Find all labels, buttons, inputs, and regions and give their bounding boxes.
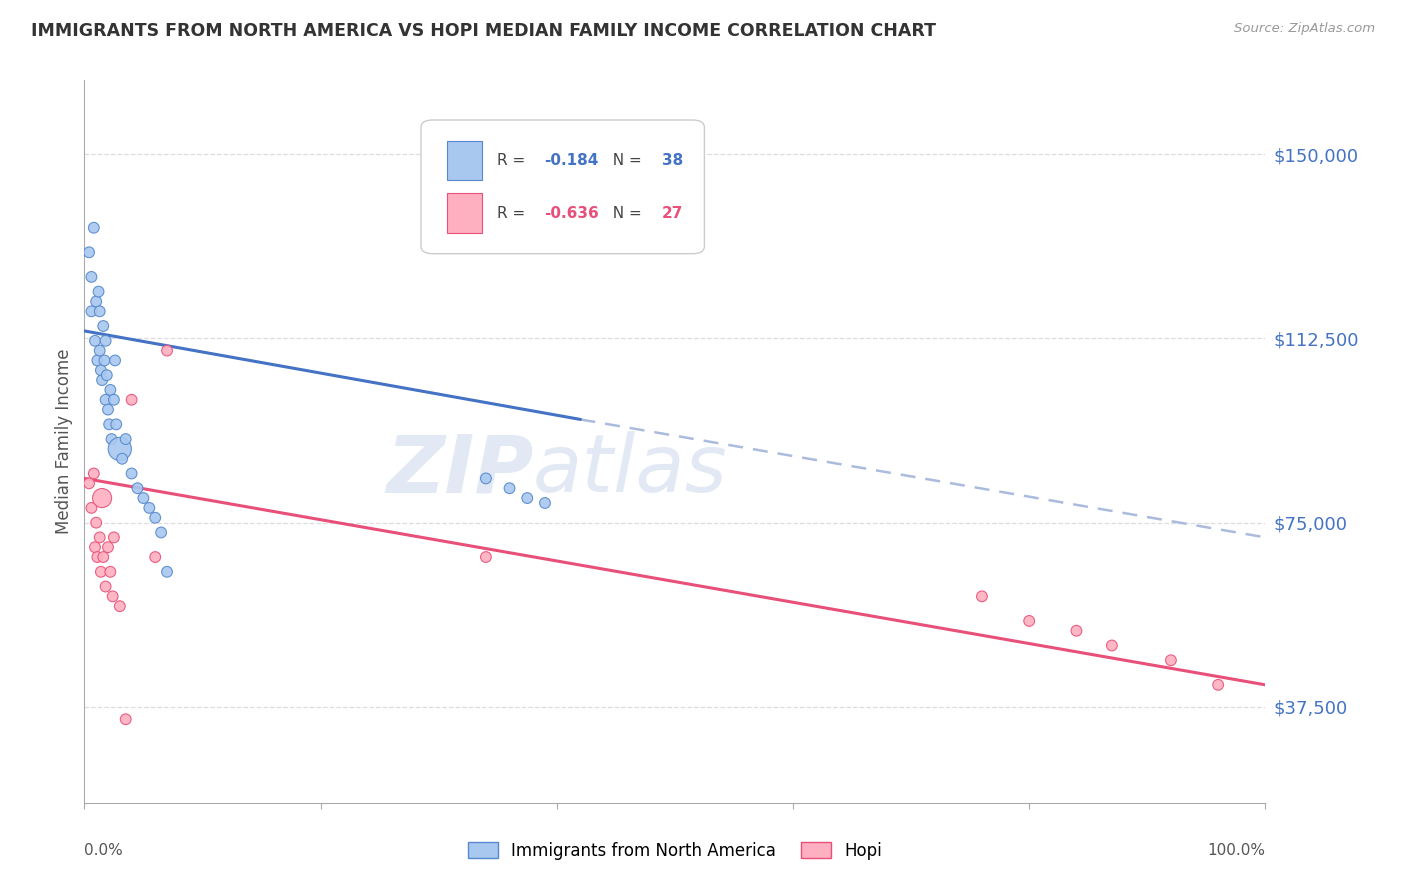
Point: [89, 304, 111, 318]
Point: [498, 481, 520, 495]
Point: [94, 334, 117, 348]
Point: [84, 540, 107, 554]
Text: IMMIGRANTS FROM NORTH AMERICA VS HOPI MEDIAN FAMILY INCOME CORRELATION CHART: IMMIGRANTS FROM NORTH AMERICA VS HOPI ME…: [31, 22, 936, 40]
Point: [1160, 653, 1182, 667]
Point: [98, 565, 121, 579]
Point: [121, 467, 143, 481]
Y-axis label: Median Family Income: Median Family Income: [55, 349, 73, 534]
Point: [127, 481, 149, 495]
Text: R =: R =: [496, 153, 530, 168]
Point: [91, 491, 114, 505]
Text: 27: 27: [662, 205, 683, 220]
Text: N =: N =: [603, 205, 647, 220]
Legend: Immigrants from North America, Hopi: Immigrants from North America, Hopi: [461, 836, 889, 867]
Point: [156, 565, 179, 579]
Point: [86, 353, 108, 368]
Point: [98, 417, 121, 432]
Text: 100.0%: 100.0%: [1208, 843, 1265, 857]
Point: [105, 417, 128, 432]
Point: [101, 590, 124, 604]
Point: [77, 245, 100, 260]
Text: 0.0%: 0.0%: [84, 843, 124, 857]
Text: 38: 38: [662, 153, 683, 168]
Point: [475, 471, 498, 485]
Point: [138, 500, 160, 515]
Point: [80, 500, 103, 515]
Point: [91, 549, 114, 564]
Point: [534, 496, 557, 510]
Point: [96, 368, 118, 383]
Point: [94, 392, 117, 407]
Point: [90, 363, 112, 377]
Point: [89, 530, 111, 544]
Point: [475, 549, 498, 564]
Text: -0.636: -0.636: [544, 205, 599, 220]
Point: [77, 476, 100, 491]
FancyBboxPatch shape: [420, 120, 704, 253]
Point: [91, 319, 114, 334]
Point: [91, 373, 114, 387]
Point: [108, 442, 131, 456]
Point: [111, 451, 134, 466]
Text: -0.184: -0.184: [544, 153, 598, 168]
Text: ZIP: ZIP: [385, 432, 533, 509]
Point: [143, 549, 166, 564]
Point: [143, 510, 166, 524]
Point: [100, 432, 122, 446]
Point: [114, 712, 136, 726]
Text: N =: N =: [603, 153, 647, 168]
Point: [516, 491, 538, 505]
Point: [83, 467, 105, 481]
Point: [80, 269, 103, 284]
Point: [87, 285, 110, 299]
Point: [84, 516, 107, 530]
Point: [83, 220, 105, 235]
Point: [84, 294, 107, 309]
Point: [94, 580, 117, 594]
Point: [1066, 624, 1088, 638]
Point: [1206, 678, 1229, 692]
Point: [98, 383, 121, 397]
Point: [156, 343, 179, 358]
Point: [103, 392, 125, 407]
Point: [84, 334, 107, 348]
Text: Source: ZipAtlas.com: Source: ZipAtlas.com: [1234, 22, 1375, 36]
Point: [103, 530, 125, 544]
Text: R =: R =: [496, 205, 530, 220]
Text: atlas: atlas: [533, 432, 728, 509]
Point: [89, 343, 111, 358]
Point: [93, 353, 115, 368]
Point: [970, 590, 993, 604]
Point: [97, 540, 120, 554]
Point: [132, 491, 155, 505]
Point: [90, 565, 112, 579]
Point: [108, 599, 131, 614]
Point: [80, 304, 103, 318]
Point: [1018, 614, 1040, 628]
Point: [150, 525, 173, 540]
Point: [1101, 639, 1123, 653]
Point: [121, 392, 143, 407]
FancyBboxPatch shape: [447, 194, 482, 233]
Point: [104, 353, 127, 368]
Point: [97, 402, 120, 417]
FancyBboxPatch shape: [447, 141, 482, 180]
Point: [114, 432, 136, 446]
Point: [86, 549, 108, 564]
